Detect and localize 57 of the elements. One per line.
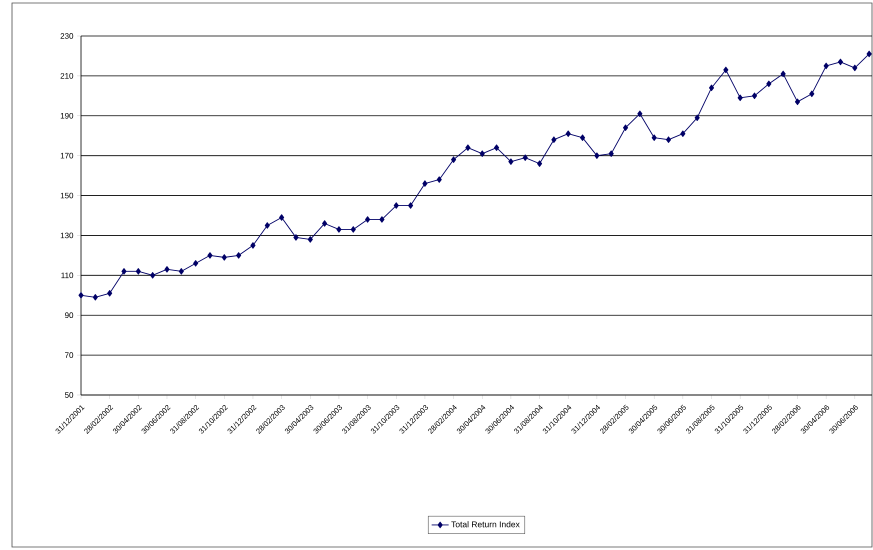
point [594, 152, 600, 159]
point [580, 134, 586, 141]
point [193, 260, 198, 267]
point [694, 114, 700, 122]
point [666, 136, 672, 143]
point [680, 130, 686, 137]
point [293, 234, 299, 241]
point [752, 92, 758, 100]
point [508, 158, 514, 165]
point [150, 272, 156, 279]
point [652, 134, 657, 141]
point [279, 214, 284, 221]
point [566, 130, 571, 137]
point [436, 176, 442, 183]
point [838, 58, 844, 66]
point [480, 150, 485, 157]
point [824, 62, 829, 70]
point [465, 144, 470, 151]
point [107, 290, 112, 297]
legend-label: Total Return Index [451, 521, 520, 528]
point [551, 136, 556, 143]
point [422, 180, 428, 187]
point [322, 220, 328, 227]
point [852, 64, 858, 72]
point [308, 236, 313, 243]
point [408, 202, 414, 209]
point [121, 268, 127, 275]
point [164, 266, 170, 273]
point [350, 226, 356, 233]
point [738, 94, 743, 102]
point [394, 202, 399, 209]
point [365, 216, 370, 223]
point [136, 268, 141, 275]
point [608, 150, 614, 157]
point [708, 84, 714, 92]
point [494, 144, 500, 151]
point [866, 50, 872, 58]
point [222, 254, 227, 261]
point [78, 292, 84, 299]
point [178, 268, 184, 275]
point [809, 90, 814, 98]
point [622, 124, 628, 131]
point [92, 294, 98, 301]
point [637, 110, 642, 118]
point [723, 66, 728, 74]
point [766, 80, 772, 88]
point [250, 242, 256, 249]
point [522, 154, 528, 161]
point [336, 226, 342, 233]
point [794, 98, 800, 106]
point [451, 156, 456, 163]
point [207, 252, 213, 259]
point [236, 252, 242, 259]
point [537, 160, 542, 167]
point [264, 222, 270, 229]
point [780, 70, 786, 78]
point [379, 216, 384, 223]
